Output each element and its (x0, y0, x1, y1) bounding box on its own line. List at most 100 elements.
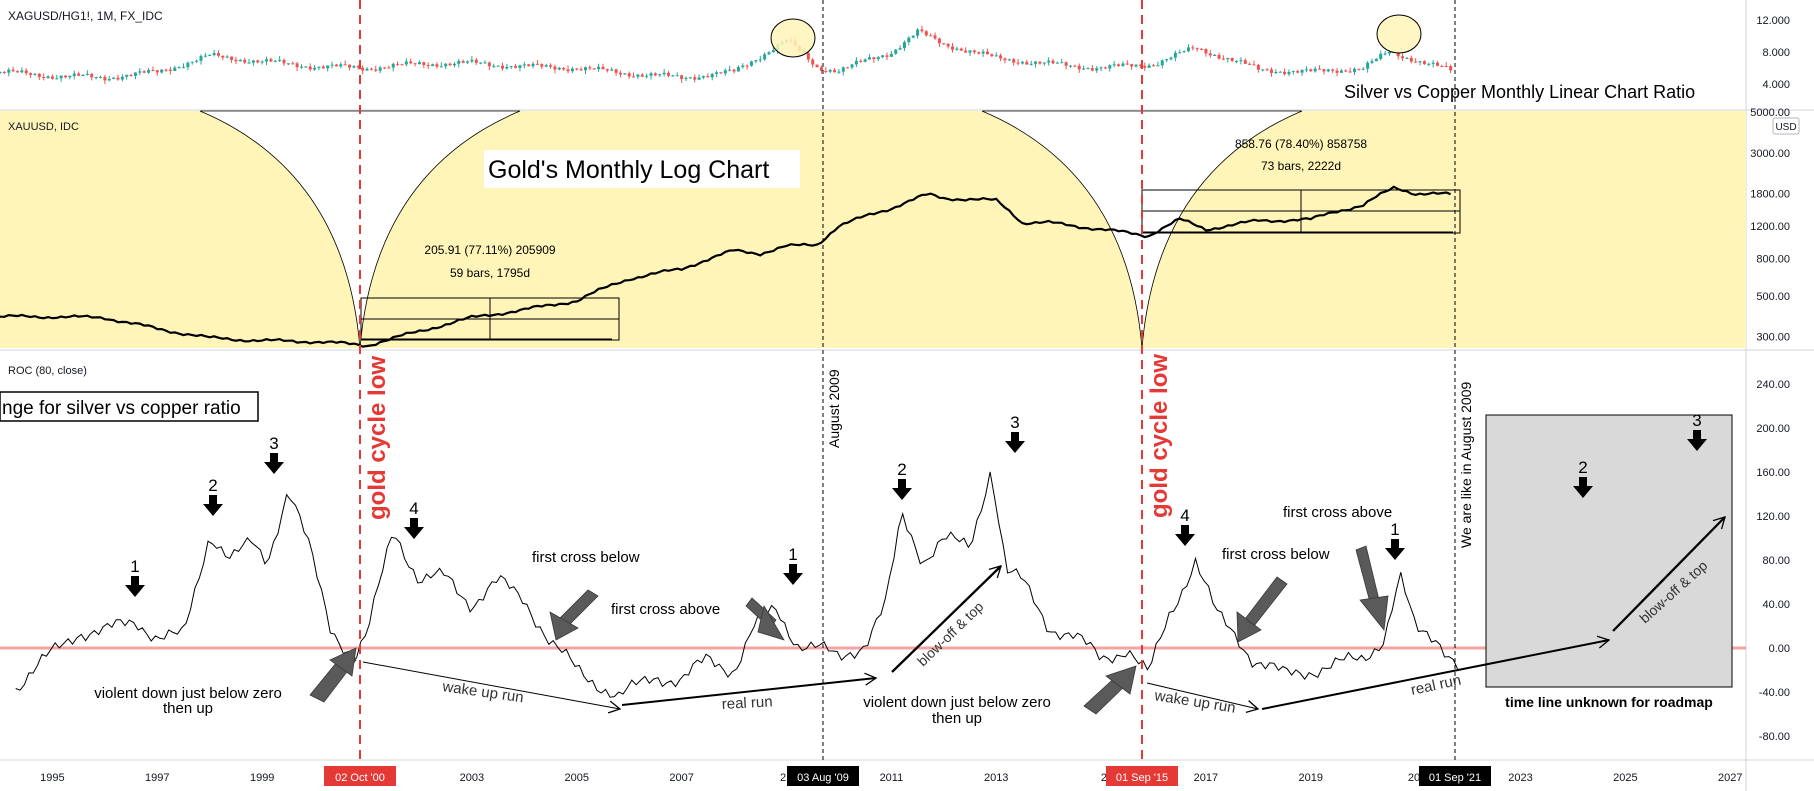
violent-1-line2: then up (163, 700, 213, 717)
candle-body (518, 65, 522, 68)
candle-body (1278, 71, 1282, 73)
candle-body (1366, 62, 1370, 69)
candle-body (234, 59, 238, 62)
candle-body (33, 73, 37, 75)
candle-body (1261, 69, 1265, 71)
candle-body (662, 72, 666, 75)
candle-body (916, 29, 920, 36)
candle-body (1082, 68, 1086, 70)
candle-body (1304, 69, 1308, 71)
candle-body (977, 52, 981, 54)
candle-body (522, 64, 526, 66)
candle-body (474, 59, 478, 63)
candle-body (710, 73, 714, 78)
candle-body (1339, 70, 1343, 73)
header-box (0, 391, 259, 422)
candle-body (667, 72, 671, 76)
candle-body (575, 68, 579, 70)
time-axis[interactable]: 1995 1997 1999 2003 2005 2007 2011 2013 2017 2019… (40, 766, 1743, 786)
candle-body (1077, 65, 1081, 70)
candle-body (1440, 65, 1444, 67)
violent-1-line1: violent down just below zero (94, 685, 282, 702)
year-tick-label: 2025 (1613, 772, 1637, 784)
candle-body (570, 68, 574, 72)
year-tick-label: 2007 (669, 772, 693, 784)
candle-body (990, 54, 994, 57)
candle-body (833, 70, 837, 73)
candle-body (658, 74, 662, 76)
price-axis-top[interactable]: 12.000 8.000 4.000 (1756, 15, 1790, 91)
currency-badge (1772, 117, 1800, 135)
candle-body (1182, 51, 1186, 53)
candle-body (1326, 69, 1330, 72)
candle-body (850, 64, 854, 68)
candle-body (632, 76, 636, 78)
candle-body (125, 74, 129, 77)
candle-body (636, 74, 640, 77)
candle-body (745, 65, 749, 67)
candle-body (741, 65, 745, 68)
candle-body (706, 76, 710, 78)
candle-body (649, 73, 653, 76)
candle-body (348, 64, 352, 68)
pointer-cross-below-1-head (549, 611, 579, 641)
candle-body (771, 50, 775, 53)
candle-body (824, 71, 828, 73)
candle-body (107, 78, 111, 81)
silver-copper-label: XAGUSD/HG1!, 1M, FX_IDC (8, 9, 163, 23)
candle-body (1239, 60, 1243, 62)
candle-body (190, 61, 194, 63)
candle-body (557, 67, 561, 70)
candle-body (1003, 58, 1007, 61)
candle-body (1409, 57, 1413, 62)
candle-body (98, 76, 102, 78)
candle-body (396, 63, 400, 65)
year-tick-label-partial: 2 (780, 772, 786, 784)
candle-body (1396, 51, 1400, 57)
date-label-bg (324, 766, 396, 786)
candle-body (1449, 66, 1453, 71)
marker-number: 4 (1180, 506, 1189, 525)
year-tick-label: 2019 (1299, 772, 1323, 784)
roc-axis-tick-label: 80.00 (1762, 555, 1790, 567)
candle-body (46, 76, 50, 79)
candle-body (299, 66, 303, 68)
price-axis-roc[interactable]: 240.00 200.00 160.00 120.00 80.00 40.00 0.00 -4… (1756, 379, 1790, 743)
candle-body (1383, 53, 1387, 55)
wake-up-2: wake up run (1152, 687, 1236, 717)
date-label: 03 Aug '09 (797, 772, 849, 784)
candle-body (1291, 71, 1295, 73)
candle-body (269, 59, 273, 62)
candle-body (1217, 55, 1221, 59)
candle-body (448, 63, 452, 66)
candle-body (920, 29, 924, 32)
candle-body (461, 61, 465, 63)
candle-body (819, 67, 823, 72)
candle-body (199, 56, 203, 61)
blowoff-arrow-1 (891, 565, 1002, 673)
candle-body (588, 67, 592, 69)
candle-body (1436, 62, 1440, 66)
candle-body (1274, 72, 1278, 74)
candle-body (1235, 60, 1239, 62)
candle-body (278, 59, 282, 61)
highlight-circle-2 (1376, 14, 1422, 54)
trend-arrows (362, 516, 1726, 714)
candle-body (1418, 61, 1422, 63)
august-2009-label: August 2009 (826, 369, 842, 448)
candle-body (1020, 61, 1024, 64)
candle-body (715, 72, 719, 74)
marker-number: 2 (208, 476, 217, 495)
roadmap-caption: time line unknown for roadmap (1505, 694, 1713, 710)
price-axis-gold[interactable]: 5000.00 3000.00 1800.00 1200.00 800.00 500.00… (1750, 107, 1790, 344)
marker-down-arrow (1005, 432, 1025, 453)
candle-body (1252, 64, 1256, 66)
candle-body (182, 67, 186, 69)
candle-body (243, 59, 247, 63)
candle-body (15, 71, 19, 73)
candle-body (81, 75, 85, 77)
candle-body (1165, 59, 1169, 61)
highlight-circle-1 (770, 18, 816, 58)
candle-body (334, 64, 338, 67)
